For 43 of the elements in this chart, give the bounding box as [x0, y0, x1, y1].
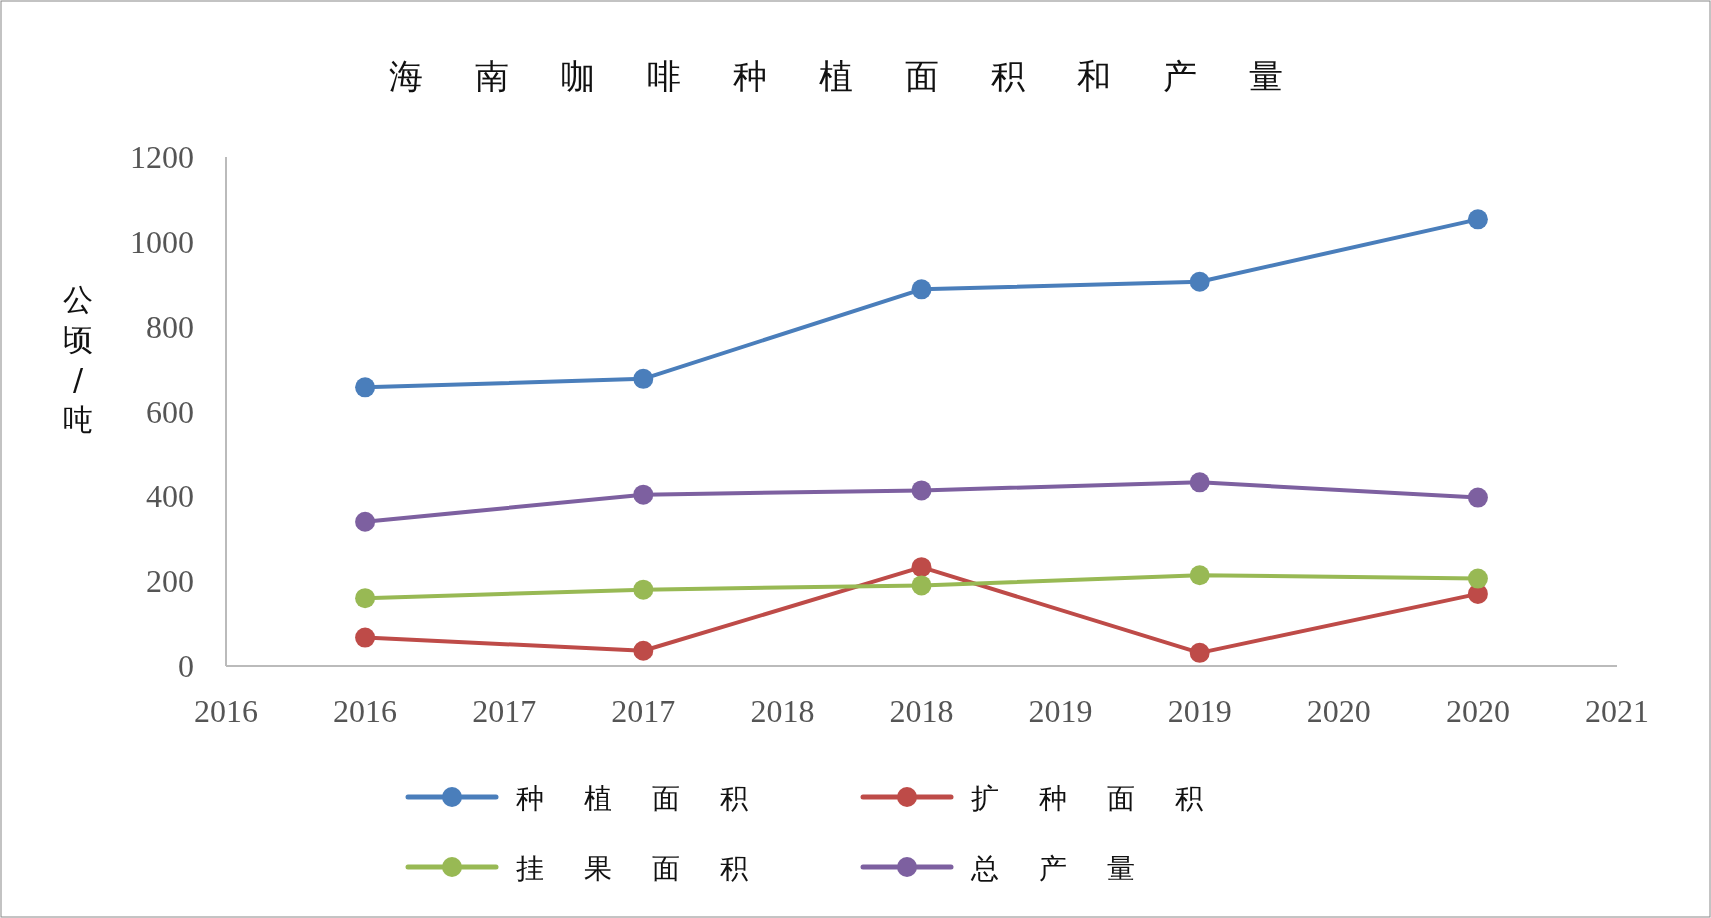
x-tick-label: 2017 [611, 693, 676, 729]
x-tick-label: 2016 [333, 693, 398, 729]
legend-label: 总产量 [970, 852, 1175, 885]
x-tick-label: 2020 [1445, 693, 1510, 729]
legend-label: 扩种面积 [971, 782, 1243, 815]
y-tick-label: 0 [178, 648, 194, 684]
y-tick-label: 800 [146, 308, 194, 345]
x-tick-label: 2016 [194, 693, 258, 729]
point [633, 579, 654, 600]
point [355, 588, 376, 609]
chart-title: 海南咖啡种植面积和产量 [388, 56, 1335, 96]
y-tick-label: 400 [146, 478, 194, 515]
point [911, 279, 932, 300]
x-tick-label: 2018 [750, 693, 815, 729]
x-tick-label: 2018 [889, 693, 954, 729]
point [911, 557, 932, 578]
point [1189, 472, 1210, 493]
point [1467, 568, 1488, 589]
legend-label: 种植面积 [516, 782, 788, 815]
point [633, 368, 654, 389]
x-tick-label: 2019 [1028, 693, 1093, 729]
y-tick-label: 600 [146, 393, 194, 430]
x-tick-label: 2020 [1306, 693, 1371, 729]
point [911, 480, 932, 501]
x-tick-label: 2017 [472, 693, 537, 729]
point [1189, 565, 1210, 586]
legend-label: 挂果面积 [516, 852, 788, 885]
y-tick-label: 200 [146, 563, 194, 600]
point [633, 484, 654, 505]
y-tick-label: 1200 [130, 139, 194, 175]
point [911, 575, 932, 596]
point [1189, 271, 1210, 292]
point [355, 377, 376, 398]
y-axis-title: 公顷/吨 [63, 282, 93, 437]
point [633, 640, 654, 661]
point [1189, 642, 1210, 663]
point [355, 627, 376, 648]
x-tick-label: 2021 [1585, 693, 1649, 729]
y-tick-label: 1000 [130, 223, 194, 260]
point [355, 511, 376, 532]
x-tick-label: 2019 [1167, 693, 1232, 729]
point [1467, 487, 1488, 508]
point [1467, 209, 1488, 230]
